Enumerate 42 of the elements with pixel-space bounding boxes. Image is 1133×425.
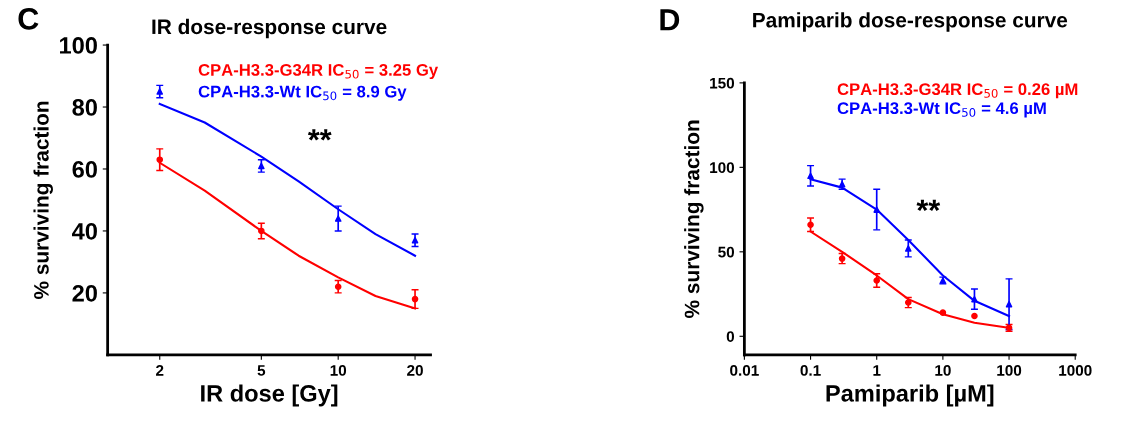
- annotation: **: [307, 129, 332, 141]
- y-tick-label: 60: [72, 161, 97, 178]
- y-tick-label: 80: [72, 99, 97, 116]
- annotation: **: [916, 199, 941, 212]
- x-tick-label: 20: [407, 365, 423, 376]
- point: [807, 172, 814, 180]
- y-tick-label: 20: [72, 284, 97, 302]
- x-tick-label: 100: [997, 365, 1022, 376]
- text: CPA-H3.3-Wt IC$_{50}$ = 8.9 Gy: [198, 85, 407, 101]
- x-tick-label: 0.01: [730, 365, 759, 376]
- y-tick-label: 100: [60, 37, 97, 54]
- x-axis-title: IR dose [Gy]: [201, 384, 338, 407]
- point: [1005, 300, 1013, 308]
- y-tick-label: 40: [72, 223, 97, 240]
- x-axis-title: Pamiparib [µM]: [826, 384, 994, 407]
- y-axis-title: % surviving fraction: [684, 120, 704, 318]
- text: CPA-H3.3-Wt IC$_{50}$ = 4.6 µM: [837, 102, 1046, 118]
- y-axis-title: % surviving fraction: [33, 101, 53, 299]
- text: D: [660, 9, 680, 31]
- y-tick-label: 150: [710, 77, 735, 89]
- point: [971, 312, 978, 320]
- y-tick-label: 50: [718, 246, 735, 258]
- point: [873, 277, 881, 284]
- text: C: [18, 8, 39, 30]
- chart-title: Pamiparib dose-response curve: [753, 12, 1068, 32]
- x-tick-label: 10: [935, 365, 951, 376]
- chart-title: IR dose-response curve: [152, 18, 387, 39]
- text: CPA-H3.3-G34R IC$_{50}$ = 0.26 µM: [837, 83, 1078, 99]
- point: [807, 221, 814, 229]
- x-tick-label: 2: [156, 365, 164, 376]
- x-tick-label: 1000: [1059, 365, 1092, 376]
- x-tick-label: 10: [330, 365, 347, 376]
- point: [904, 245, 912, 252]
- point: [873, 206, 881, 213]
- y-tick-label: 0: [726, 331, 735, 342]
- point: [939, 309, 947, 316]
- x-tick-label: 0.1: [800, 365, 821, 376]
- point: [971, 295, 978, 303]
- x-tick-label: 5: [257, 365, 266, 376]
- y-tick-label: 100: [710, 162, 735, 174]
- x-tick-label: 1: [873, 365, 881, 376]
- text: CPA-H3.3-G34R IC$_{50}$ = 3.25 Gy: [198, 64, 439, 80]
